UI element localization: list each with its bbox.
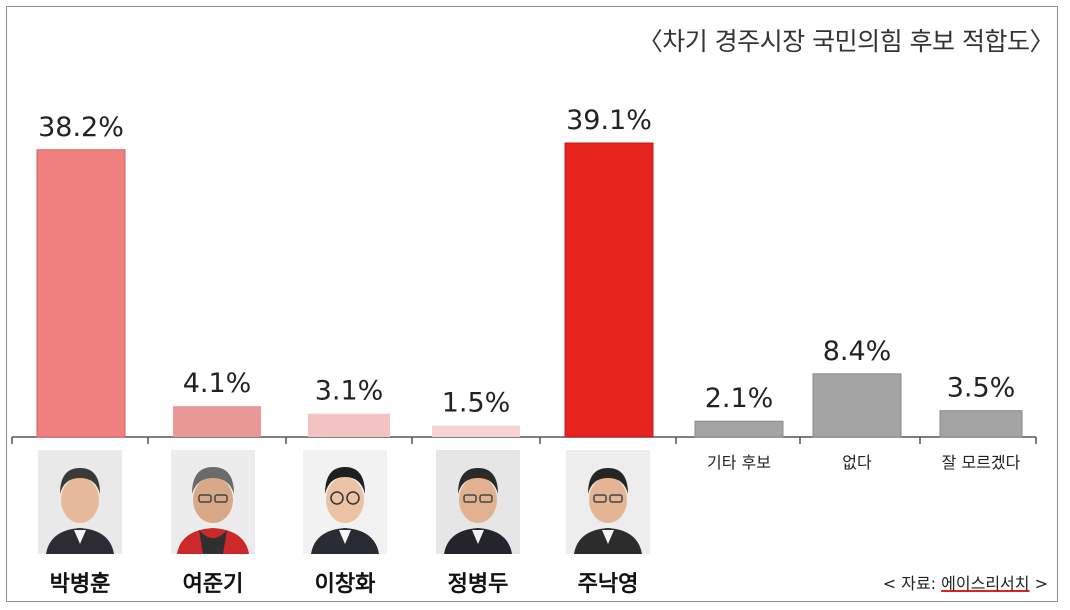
candidate-photo-1 <box>38 450 122 554</box>
source-name: 에이스리서치 <box>941 574 1030 593</box>
candidate-photo-3 <box>303 450 387 554</box>
person-portrait-icon <box>566 450 650 554</box>
bar <box>564 142 654 438</box>
candidate-name-5: 주낙영 <box>577 572 639 597</box>
data-label: 8.4% <box>823 336 892 367</box>
candidate-name-2: 여준기 <box>182 572 244 597</box>
source-note: < 자료: 에이스리서치 > <box>883 570 1048 594</box>
person-portrait-icon <box>303 450 387 554</box>
data-label: 1.5% <box>442 388 511 419</box>
bar <box>812 373 902 438</box>
person-portrait-icon <box>38 450 122 554</box>
bar <box>173 406 261 437</box>
person-portrait-icon <box>171 450 255 554</box>
data-label: 38.2% <box>38 112 124 143</box>
data-label: 39.1% <box>566 105 652 136</box>
bar <box>694 420 784 438</box>
chart-title: 〈차기 경주시장 국민의힘 후보 적합도〉 <box>637 27 1055 56</box>
candidate-photo-4 <box>436 450 520 554</box>
source-prefix: < 자료: <box>882 574 937 593</box>
candidate-photo-2 <box>171 450 255 554</box>
data-label: 3.1% <box>315 376 384 407</box>
candidate-photo-5 <box>566 450 650 554</box>
data-label: 3.5% <box>947 373 1016 404</box>
person-portrait-icon <box>436 450 520 554</box>
bar <box>36 149 126 438</box>
data-label: 4.1% <box>183 368 252 399</box>
candidate-name-1: 박병훈 <box>49 572 111 597</box>
candidate-name-4: 정병두 <box>447 572 509 597</box>
category-label: 기타 후보 <box>707 453 771 472</box>
bar <box>308 413 390 437</box>
bar <box>939 410 1023 438</box>
bar <box>432 425 520 437</box>
candidate-name-3: 이창화 <box>314 572 376 597</box>
data-label: 2.1% <box>705 383 774 414</box>
source-suffix: > <box>1034 574 1048 593</box>
category-label: 잘 모르겠다 <box>942 453 1021 472</box>
category-label: 없다 <box>842 453 872 472</box>
